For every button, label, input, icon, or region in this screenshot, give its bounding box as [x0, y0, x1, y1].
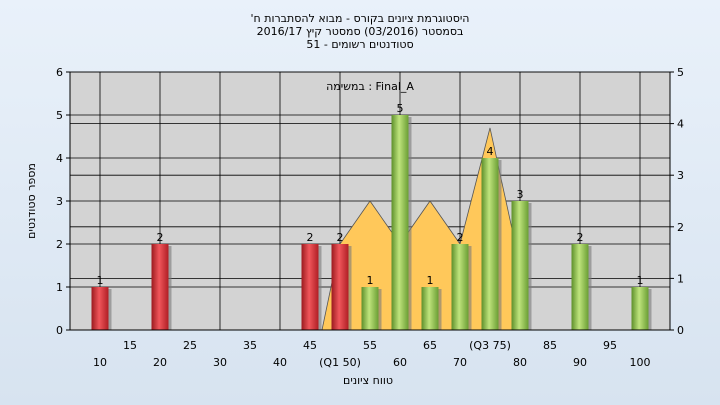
x-tick-label: (Q3 75)	[469, 339, 511, 352]
title-line-3: 51 - סטודנטים רשומים	[306, 38, 413, 51]
bar-shadow	[108, 289, 112, 330]
bar-shadow	[348, 246, 352, 330]
x-tick-label: 35	[243, 339, 257, 352]
bar-shadow	[318, 246, 322, 330]
bar-shadow	[408, 117, 412, 330]
x-tick-label: 15	[123, 339, 137, 352]
bar	[511, 201, 529, 330]
bar	[571, 244, 589, 330]
y2-tick-label: 1	[677, 272, 684, 285]
bar	[301, 244, 319, 330]
bar-label: 2	[337, 231, 344, 244]
x-tick-label: 30	[213, 356, 227, 369]
y-tick-label: 0	[56, 324, 63, 337]
x-tick-label: 25	[183, 339, 197, 352]
title-line-1: 'היסטוגרמת ציונים בקורס - מבוא להסתברות …	[251, 12, 470, 25]
bar-shadow	[648, 289, 652, 330]
x-tick-label: 70	[453, 356, 467, 369]
bar-label: 1	[427, 274, 434, 287]
bar	[481, 158, 499, 330]
x-tick-label: 85	[543, 339, 557, 352]
title-line-2: בסמסטר (03/2016) סמסטר קיץ 2016/17	[257, 25, 464, 38]
bar-label: 1	[367, 274, 374, 287]
y2-tick-label: 3	[677, 169, 684, 182]
bars: 1 2 2 2 1 5 1 2 4 3 2 1	[91, 102, 652, 330]
y-tick-label: 2	[56, 238, 63, 251]
x-tick-label: 45	[303, 339, 317, 352]
bar-shadow	[378, 289, 382, 330]
bar	[331, 244, 349, 330]
bar-label: 2	[157, 231, 164, 244]
bar-label: 2	[457, 231, 464, 244]
x-tick-label: 80	[513, 356, 527, 369]
bar-shadow	[528, 203, 532, 330]
x-tick-label: (Q1 50)	[319, 356, 361, 369]
bar	[151, 244, 169, 330]
y2-tick-label: 2	[677, 221, 684, 234]
y-axis-ticks: 0 1 2 3 4 5 6	[56, 66, 70, 337]
bar	[451, 244, 469, 330]
bar-shadow	[588, 246, 592, 330]
bar-shadow	[468, 246, 472, 330]
bar-label: 2	[307, 231, 314, 244]
y-tick-label: 1	[56, 281, 63, 294]
chart-title: 'היסטוגרמת ציונים בקורס - מבוא להסתברות …	[251, 12, 470, 51]
task-annotation: במשימה : Final_A	[326, 80, 414, 93]
y-tick-label: 6	[56, 66, 63, 79]
x-tick-label: 40	[273, 356, 287, 369]
y2-axis-ticks: 0 1 2 3 4 5	[670, 66, 684, 337]
bar-label: 4	[487, 145, 494, 158]
y-tick-label: 5	[56, 109, 63, 122]
x-tick-label: 100	[630, 356, 651, 369]
x-tick-label: 20	[153, 356, 167, 369]
y-tick-label: 3	[56, 195, 63, 208]
x-tick-label: 65	[423, 339, 437, 352]
x-tick-label: 10	[93, 356, 107, 369]
bar-label: 2	[577, 231, 584, 244]
bar-shadow	[438, 289, 442, 330]
bar	[421, 287, 439, 330]
bar	[631, 287, 649, 330]
bar-label: 3	[517, 188, 524, 201]
bar	[91, 287, 109, 330]
x-tick-label: 95	[603, 339, 617, 352]
bar-label: 5	[397, 102, 404, 115]
bar-label: 1	[97, 274, 104, 287]
x-tick-label: 90	[573, 356, 587, 369]
x-tick-label: 55	[363, 339, 377, 352]
y-tick-label: 4	[56, 152, 63, 165]
bar	[361, 287, 379, 330]
y2-tick-label: 4	[677, 118, 684, 131]
x-axis-label: טווח ציונים	[343, 374, 393, 387]
y-axis-label: מספר סטודנטים	[25, 163, 38, 239]
y2-tick-label: 5	[677, 66, 684, 79]
bar-shadow	[168, 246, 172, 330]
bar-label: 1	[637, 274, 644, 287]
x-tick-label: 60	[393, 356, 407, 369]
y2-tick-label: 0	[677, 324, 684, 337]
bar	[391, 115, 409, 330]
x-axis-ticks: 10 20 30 40 (Q1 50) 60 70 80 90 100 15 25 35 45 55 65 (Q…	[93, 339, 651, 369]
bar-shadow	[498, 160, 502, 330]
